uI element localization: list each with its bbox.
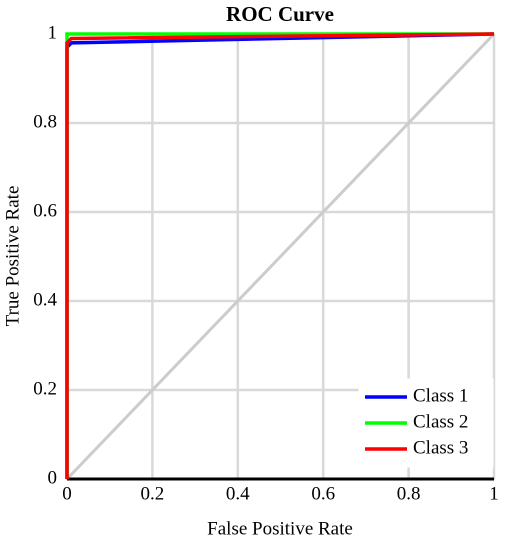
y-tick-label: 0.6 <box>33 200 57 221</box>
y-tick-label: 0.8 <box>33 111 57 132</box>
legend-label: Class 1 <box>413 385 468 406</box>
chart-title: ROC Curve <box>226 2 334 26</box>
x-tick-label: 0.8 <box>397 483 421 504</box>
y-axis-label: True Positive Rate <box>2 186 23 327</box>
y-tick-label: 0.4 <box>33 289 57 310</box>
x-tick-label: 0.4 <box>226 483 250 504</box>
y-tick-label: 1 <box>48 22 58 43</box>
x-tick-label: 0 <box>62 483 72 504</box>
x-tick-label: 0.6 <box>311 483 335 504</box>
x-tick-label: 0.2 <box>141 483 165 504</box>
legend-label: Class 3 <box>413 437 468 458</box>
roc-line <box>65 32 495 479</box>
x-axis-label: False Positive Rate <box>207 518 353 539</box>
reference-diagonal <box>65 32 496 481</box>
y-tick-label: 0.2 <box>33 378 57 399</box>
y-tick-label: 0 <box>48 467 58 488</box>
x-tick-label: 1 <box>489 483 499 504</box>
legend-label: Class 2 <box>413 411 468 432</box>
legend: Class 1 Class 2 Class 3 <box>358 378 494 468</box>
